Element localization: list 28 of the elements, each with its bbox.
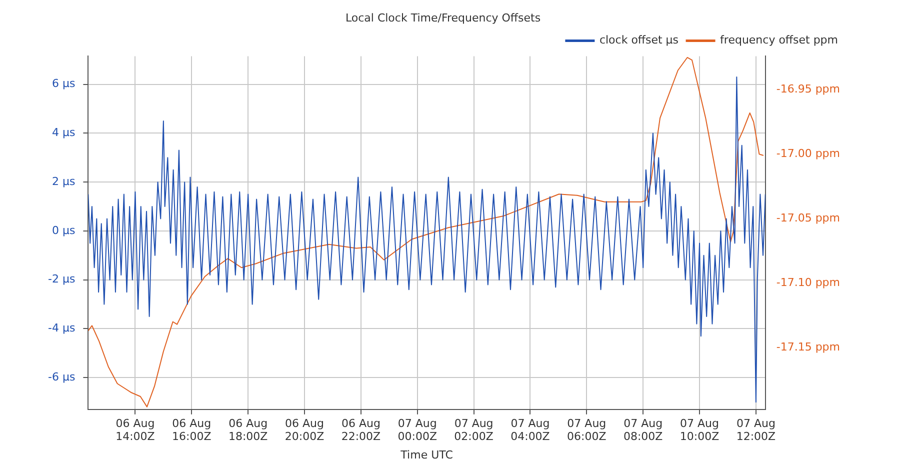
y-tick-label: -6 µs [48, 370, 76, 384]
y-tick-label: 6 µs [52, 77, 76, 90]
x-tick-label: 06 Aug 18:00Z [228, 416, 268, 444]
y2-tick-label: -17.15 ppm [776, 340, 840, 354]
legend-label: frequency offset ppm [720, 34, 838, 47]
x-tick-label: 07 Aug 12:00Z [736, 416, 776, 444]
y-tick-label: 0 µs [52, 224, 76, 237]
x-tick-label: 06 Aug 14:00Z [116, 416, 156, 444]
y2-tick-label: -17.05 ppm [776, 211, 840, 224]
x-tick-label: 07 Aug 04:00Z [510, 416, 550, 444]
chart-title: Local Clock Time/Frequency Offsets [345, 11, 541, 24]
y-tick-label: 2 µs [52, 174, 76, 188]
x-tick-label: 07 Aug 08:00Z [623, 416, 664, 444]
x-tick-label: 07 Aug 00:00Z [398, 416, 438, 444]
y2-tick-label: -17.00 ppm [776, 147, 840, 160]
y-tick-label: -4 µs [48, 322, 76, 335]
y-tick-label: 4 µs [52, 126, 76, 140]
x-tick-label: 07 Aug 10:00Z [680, 416, 720, 444]
x-tick-label: 07 Aug 02:00Z [454, 416, 494, 444]
y2-tick-label: -17.10 ppm [776, 276, 840, 289]
x-tick-label: 07 Aug 06:00Z [567, 416, 607, 444]
x-tick-label: 06 Aug 20:00Z [284, 416, 325, 444]
y-tick-label: -2 µs [48, 272, 76, 286]
y2-tick-label: -16.95 ppm [776, 82, 840, 96]
x-tick-label: 06 Aug 16:00Z [172, 416, 212, 444]
x-tick-label: 06 Aug 22:00Z [341, 416, 382, 444]
legend-label: clock offset µs [599, 34, 679, 47]
x-axis-title: Time UTC [400, 448, 454, 462]
